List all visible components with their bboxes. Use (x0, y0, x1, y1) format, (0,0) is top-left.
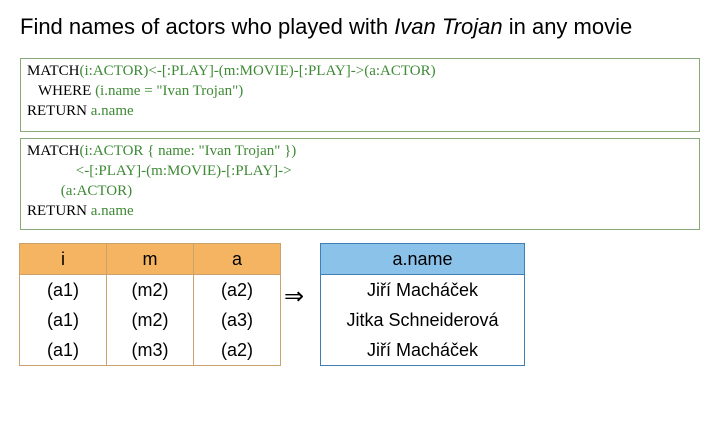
query-2-line-1: MATCH(i:ACTOR { name: "Ivan Trojan" }) (27, 141, 693, 161)
table-cell: (a2) (220, 279, 253, 300)
table-row: (a1) (m2) (a2) (19, 274, 281, 305)
query-2-line-4: RETURN a.name (27, 201, 693, 221)
title-suffix: in any movie (502, 14, 633, 39)
implies-arrow-icon: ⇒ (284, 282, 305, 310)
slide-title: Find names of actors who played with Iva… (20, 14, 632, 40)
table-row: Jitka Schneiderová (321, 305, 525, 335)
table-cell: (m2) (106, 305, 194, 335)
title-prefix: Find names of actors who played with (20, 14, 395, 39)
return-keyword: RETURN (27, 203, 87, 219)
table-row: Jiří Macháček (321, 275, 525, 306)
query-1-line-2: WHERE (i.name = "Ivan Trojan") (27, 81, 693, 101)
return-keyword: RETURN (27, 103, 87, 119)
bindings-table: i m a (a1) (m2) (a2) (a1) (m2) (a3) (a1)… (19, 243, 281, 366)
where-condition: (i.name = "Ivan Trojan") (91, 83, 244, 99)
table-cell: (m2) (106, 274, 194, 305)
title-actor-name: Ivan Trojan (394, 14, 503, 39)
match-pattern: (i:ACTOR { name: "Ivan Trojan" }) (79, 143, 297, 159)
result-table: a.name Jiří Macháček Jitka Schneiderová … (320, 243, 525, 366)
query-1-line-1: MATCH(i:ACTOR)<-[:PLAY]-(m:MOVIE)-[:PLAY… (27, 61, 693, 81)
table-cell: (a2) (220, 339, 253, 360)
table-cell: (m3) (106, 335, 194, 366)
return-expression: a.name (87, 103, 134, 119)
table-row: (a1) (m2) (a3) (19, 305, 281, 335)
match-keyword: MATCH (27, 143, 80, 159)
query-1-line-3: RETURN a.name (27, 101, 693, 121)
query-2-box: MATCH(i:ACTOR { name: "Ivan Trojan" }) <… (20, 138, 700, 230)
column-header-i: i (19, 243, 107, 275)
column-header-m: m (106, 243, 194, 275)
result-header-row: a.name (320, 243, 525, 275)
table-row: (a1) (m3) (a2) (19, 335, 281, 366)
table-cell: (a3) (220, 309, 253, 330)
where-keyword: WHERE (27, 83, 92, 99)
column-header-a: a (193, 243, 281, 275)
return-expression: a.name (87, 203, 134, 219)
query-2-line-3: (a:ACTOR) (27, 183, 133, 199)
column-header-a-name: a.name (320, 243, 525, 275)
table-row: Jiří Macháček (321, 335, 525, 366)
table-cell: (a1) (19, 274, 107, 305)
table-cell: Jiří Macháček (366, 279, 479, 300)
table-cell: Jitka Schneiderová (346, 309, 499, 330)
match-pattern: (i:ACTOR)<-[:PLAY]-(m:MOVIE)-[:PLAY]->(a… (79, 63, 436, 79)
query-2-line-2: <-[:PLAY]-(m:MOVIE)-[:PLAY]-> (27, 163, 292, 179)
table-cell: Jiří Macháček (366, 339, 479, 360)
table-cell: (a1) (19, 335, 107, 366)
table-cell: (a1) (19, 305, 107, 335)
match-keyword: MATCH (27, 63, 80, 79)
bindings-header-row: i m a (19, 243, 281, 275)
query-1-box: MATCH(i:ACTOR)<-[:PLAY]-(m:MOVIE)-[:PLAY… (20, 58, 700, 132)
